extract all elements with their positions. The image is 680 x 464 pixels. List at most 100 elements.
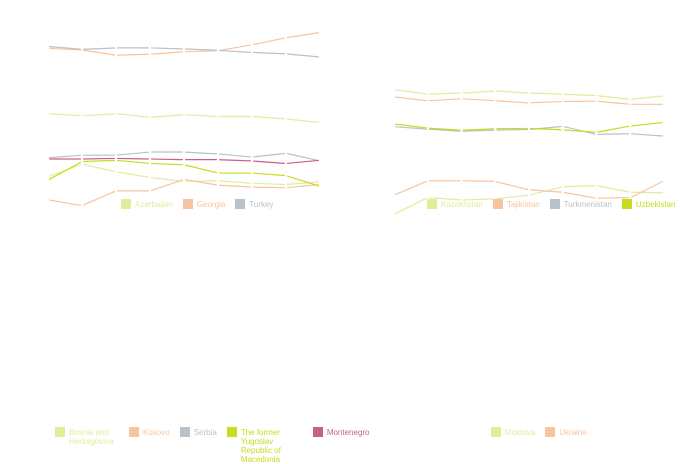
legend-item-ukraine: Ukraine xyxy=(545,428,587,437)
line-segment-tajikistan xyxy=(497,101,528,103)
line-segment-montenegro xyxy=(84,158,115,159)
legend-label: Kosovo xyxy=(143,428,170,437)
line-segment-ukraine xyxy=(531,190,562,192)
line-segment-turkey xyxy=(254,53,285,54)
line-segment-kosovo xyxy=(50,200,81,205)
line-segment-georgia xyxy=(288,33,319,38)
line-segment-georgia xyxy=(84,50,115,55)
legend-item-moldova: Moldova xyxy=(491,428,535,437)
line-segment-kosovo xyxy=(254,187,285,188)
line-segment-turkey xyxy=(84,48,115,49)
legend-item-azerbaijan: Azerbaijan xyxy=(121,200,173,209)
line-segment-moldova xyxy=(395,198,426,213)
line-segment-uzbekistan xyxy=(531,129,562,130)
line-segment-georgia xyxy=(152,52,183,54)
line-segment-turkmenistan xyxy=(632,134,663,136)
line-segment-the-former-yugoslav-republic-of-macedonia xyxy=(49,162,80,179)
legend-swatch xyxy=(313,427,323,437)
line-segment-kazakhstan xyxy=(632,96,663,99)
line-segment-georgia xyxy=(186,51,217,52)
line-segment-kazakhstan xyxy=(463,91,494,93)
line-segment-bosnia-and-herzegovina xyxy=(220,181,251,183)
line-segment-serbia xyxy=(254,153,285,156)
legend-label: Serbia xyxy=(194,428,217,437)
legend-swatch xyxy=(427,199,437,209)
line-segment-serbia xyxy=(50,155,81,157)
legend-item-serbia: Serbia xyxy=(180,428,217,437)
line-segment-the-former-yugoslav-republic-of-macedonia xyxy=(84,160,115,161)
line-segment-tajikistan xyxy=(598,101,629,104)
line-segment-serbia xyxy=(186,152,217,154)
line-segment-azerbaijan xyxy=(118,114,149,117)
legend-item-tajikistan: Tajikistan xyxy=(493,200,540,209)
line-segment-kosovo xyxy=(152,180,183,190)
line-segment-kazakhstan xyxy=(531,93,562,94)
line-segment-the-former-yugoslav-republic-of-macedonia xyxy=(118,160,149,163)
line-segment-kosovo xyxy=(220,185,251,187)
series-ukraine xyxy=(395,181,662,198)
line-segment-tajikistan xyxy=(463,99,494,101)
legend-swatch xyxy=(129,427,139,437)
line-segment-moldova xyxy=(598,186,629,192)
legend-swatch xyxy=(121,199,131,209)
line-segment-moldova xyxy=(632,192,663,193)
legend-item-turkmenistan: Turkmenistan xyxy=(550,200,612,209)
chart-panel-3 xyxy=(49,152,318,205)
line-segment-kazakhstan xyxy=(598,96,629,99)
line-segment-ukraine xyxy=(463,181,494,182)
legend-panel-2: Kazakhstan Tajikistan Turkmenistan Uzbekist… xyxy=(427,200,675,209)
legend-swatch xyxy=(545,427,555,437)
line-segment-bosnia-and-herzegovina xyxy=(118,172,149,177)
series-uzbekistan xyxy=(396,123,663,133)
line-segment-ukraine xyxy=(564,192,595,197)
legend-swatch xyxy=(55,427,65,437)
legend-label: Uzbekistan xyxy=(636,200,676,209)
line-segment-bosnia-and-herzegovina xyxy=(84,164,115,171)
line-segment-ukraine xyxy=(632,182,663,197)
legend-swatch xyxy=(180,427,190,437)
legend-swatch xyxy=(235,199,245,209)
legend-label: Ukraine xyxy=(559,428,587,437)
line-segment-serbia xyxy=(220,154,251,157)
legend-panel-4: Moldova Ukraine xyxy=(491,428,587,437)
legend-item-kazakhstan: Kazakhstan xyxy=(427,200,483,209)
line-segment-georgia xyxy=(118,54,149,55)
series-the-former-yugoslav-republic-of-macedonia xyxy=(49,160,318,186)
line-segment-tajikistan xyxy=(396,97,427,100)
line-segment-azerbaijan xyxy=(50,114,81,116)
chart-panel-1 xyxy=(50,33,319,123)
line-segment-serbia xyxy=(118,152,149,155)
line-segment-kazakhstan xyxy=(429,93,460,94)
line-segment-montenegro xyxy=(220,160,251,161)
legend-label: Turkey xyxy=(249,200,273,209)
line-segment-turkey xyxy=(186,49,217,50)
legend-label: Turkmenistan xyxy=(564,200,612,209)
line-segment-serbia xyxy=(288,154,319,161)
line-segment-montenegro xyxy=(288,160,319,163)
line-segment-azerbaijan xyxy=(288,119,319,122)
legend-item-turkey: Turkey xyxy=(235,200,273,209)
line-segment-azerbaijan xyxy=(254,117,285,119)
line-segment-tajikistan xyxy=(531,102,562,103)
line-segment-georgia xyxy=(220,45,251,50)
line-segment-ukraine xyxy=(395,181,426,194)
line-segment-tajikistan xyxy=(429,99,460,101)
line-segment-kosovo xyxy=(288,185,319,188)
legend-label: Kazakhstan xyxy=(441,200,483,209)
line-segment-turkey xyxy=(288,54,319,57)
legend-label: Azerbaijan xyxy=(135,200,173,209)
legend-item-georgia: Georgia xyxy=(183,200,225,209)
legend-label: Georgia xyxy=(197,200,225,209)
line-segment-ukraine xyxy=(497,182,528,190)
legend-swatch xyxy=(622,199,632,209)
legend-swatch xyxy=(183,199,193,209)
line-segment-kosovo xyxy=(83,192,114,205)
line-segment-turkmenistan xyxy=(598,134,629,135)
series-azerbaijan xyxy=(50,114,319,122)
series-georgia xyxy=(50,33,319,55)
series-kazakhstan xyxy=(396,90,663,99)
legend-item-bosnia-and-herzegovina: Bosnia and Herzegovina xyxy=(55,428,119,446)
line-segment-montenegro xyxy=(152,159,183,160)
line-segment-kazakhstan xyxy=(564,94,595,95)
